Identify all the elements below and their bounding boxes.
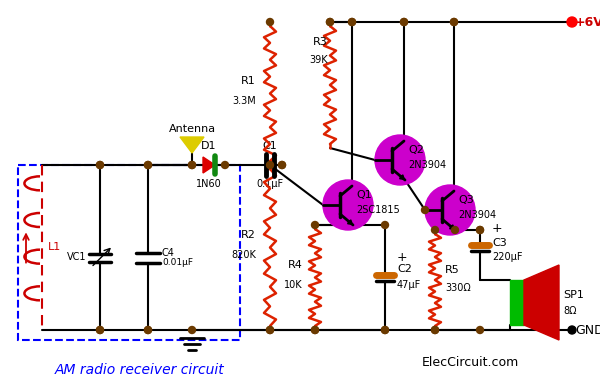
Circle shape <box>476 327 484 333</box>
Polygon shape <box>180 137 204 153</box>
Circle shape <box>401 18 407 26</box>
Circle shape <box>97 162 104 168</box>
Circle shape <box>451 18 458 26</box>
Circle shape <box>188 162 196 168</box>
Circle shape <box>266 162 274 168</box>
Text: 10K: 10K <box>284 280 303 290</box>
Text: 820K: 820K <box>231 251 256 261</box>
Circle shape <box>401 18 407 26</box>
Circle shape <box>97 327 104 333</box>
Text: 3.3M: 3.3M <box>232 97 256 107</box>
Circle shape <box>567 17 577 27</box>
Circle shape <box>568 326 576 334</box>
Bar <box>510 280 524 325</box>
Text: 2SC1815: 2SC1815 <box>356 205 400 215</box>
Text: R4: R4 <box>288 261 303 270</box>
Text: Antenna: Antenna <box>169 124 215 134</box>
Circle shape <box>145 327 151 333</box>
Circle shape <box>349 18 355 26</box>
Circle shape <box>188 327 196 333</box>
Circle shape <box>188 162 196 168</box>
FancyArrow shape <box>449 225 454 229</box>
Text: +: + <box>397 251 407 264</box>
Text: C1: C1 <box>263 141 277 151</box>
Text: R5: R5 <box>445 265 460 275</box>
Text: ElecCircuit.com: ElecCircuit.com <box>421 356 518 369</box>
Circle shape <box>452 227 458 233</box>
Circle shape <box>326 18 334 26</box>
Circle shape <box>278 162 286 168</box>
Circle shape <box>425 185 475 235</box>
Text: L1: L1 <box>48 243 61 253</box>
Bar <box>18 165 240 340</box>
Polygon shape <box>203 157 215 173</box>
Text: 8Ω: 8Ω <box>563 306 577 316</box>
Text: R1: R1 <box>241 76 256 86</box>
Text: Q3: Q3 <box>458 195 474 205</box>
Text: 0.01μF: 0.01μF <box>162 258 193 267</box>
Circle shape <box>311 222 319 228</box>
Text: 2N3904: 2N3904 <box>458 210 496 220</box>
Text: 1N60: 1N60 <box>196 179 222 189</box>
Text: 330Ω: 330Ω <box>445 283 471 293</box>
Text: AM radio receiver circuit: AM radio receiver circuit <box>55 363 225 377</box>
Text: R2: R2 <box>241 230 256 241</box>
Circle shape <box>349 18 355 26</box>
Text: Q1: Q1 <box>356 190 372 200</box>
Circle shape <box>311 327 319 333</box>
Circle shape <box>221 162 229 168</box>
Circle shape <box>431 227 439 233</box>
Circle shape <box>266 327 274 333</box>
Text: 0.1μF: 0.1μF <box>256 179 284 189</box>
Circle shape <box>375 135 425 185</box>
Text: SP1: SP1 <box>563 290 584 299</box>
Circle shape <box>97 162 104 168</box>
Circle shape <box>266 327 274 333</box>
Circle shape <box>266 18 274 26</box>
Circle shape <box>431 327 439 333</box>
Circle shape <box>145 162 151 168</box>
Text: VC1: VC1 <box>67 253 86 262</box>
Circle shape <box>97 327 104 333</box>
Circle shape <box>451 18 458 26</box>
Text: C4: C4 <box>162 248 175 257</box>
Text: GND: GND <box>575 324 600 337</box>
Polygon shape <box>524 265 559 340</box>
Text: C2: C2 <box>397 264 412 275</box>
Text: D1: D1 <box>201 141 217 151</box>
Text: 47μF: 47μF <box>397 280 421 290</box>
Circle shape <box>476 227 484 233</box>
Circle shape <box>382 327 389 333</box>
Text: 39K: 39K <box>310 55 328 65</box>
Circle shape <box>311 327 319 333</box>
Circle shape <box>145 327 151 333</box>
Circle shape <box>421 207 428 214</box>
Text: +6V: +6V <box>575 16 600 29</box>
Text: 220μF: 220μF <box>492 252 523 262</box>
FancyArrow shape <box>347 220 352 224</box>
Text: +: + <box>492 222 503 235</box>
Circle shape <box>476 227 484 233</box>
Circle shape <box>145 162 151 168</box>
Circle shape <box>382 222 389 228</box>
Circle shape <box>431 327 439 333</box>
Text: Q2: Q2 <box>408 145 424 155</box>
Circle shape <box>278 162 286 168</box>
Circle shape <box>382 327 389 333</box>
Circle shape <box>326 18 334 26</box>
Text: C3: C3 <box>492 238 507 248</box>
Text: 2N3904: 2N3904 <box>408 160 446 170</box>
FancyArrow shape <box>400 175 404 180</box>
Circle shape <box>323 180 373 230</box>
Text: R3: R3 <box>313 37 328 47</box>
